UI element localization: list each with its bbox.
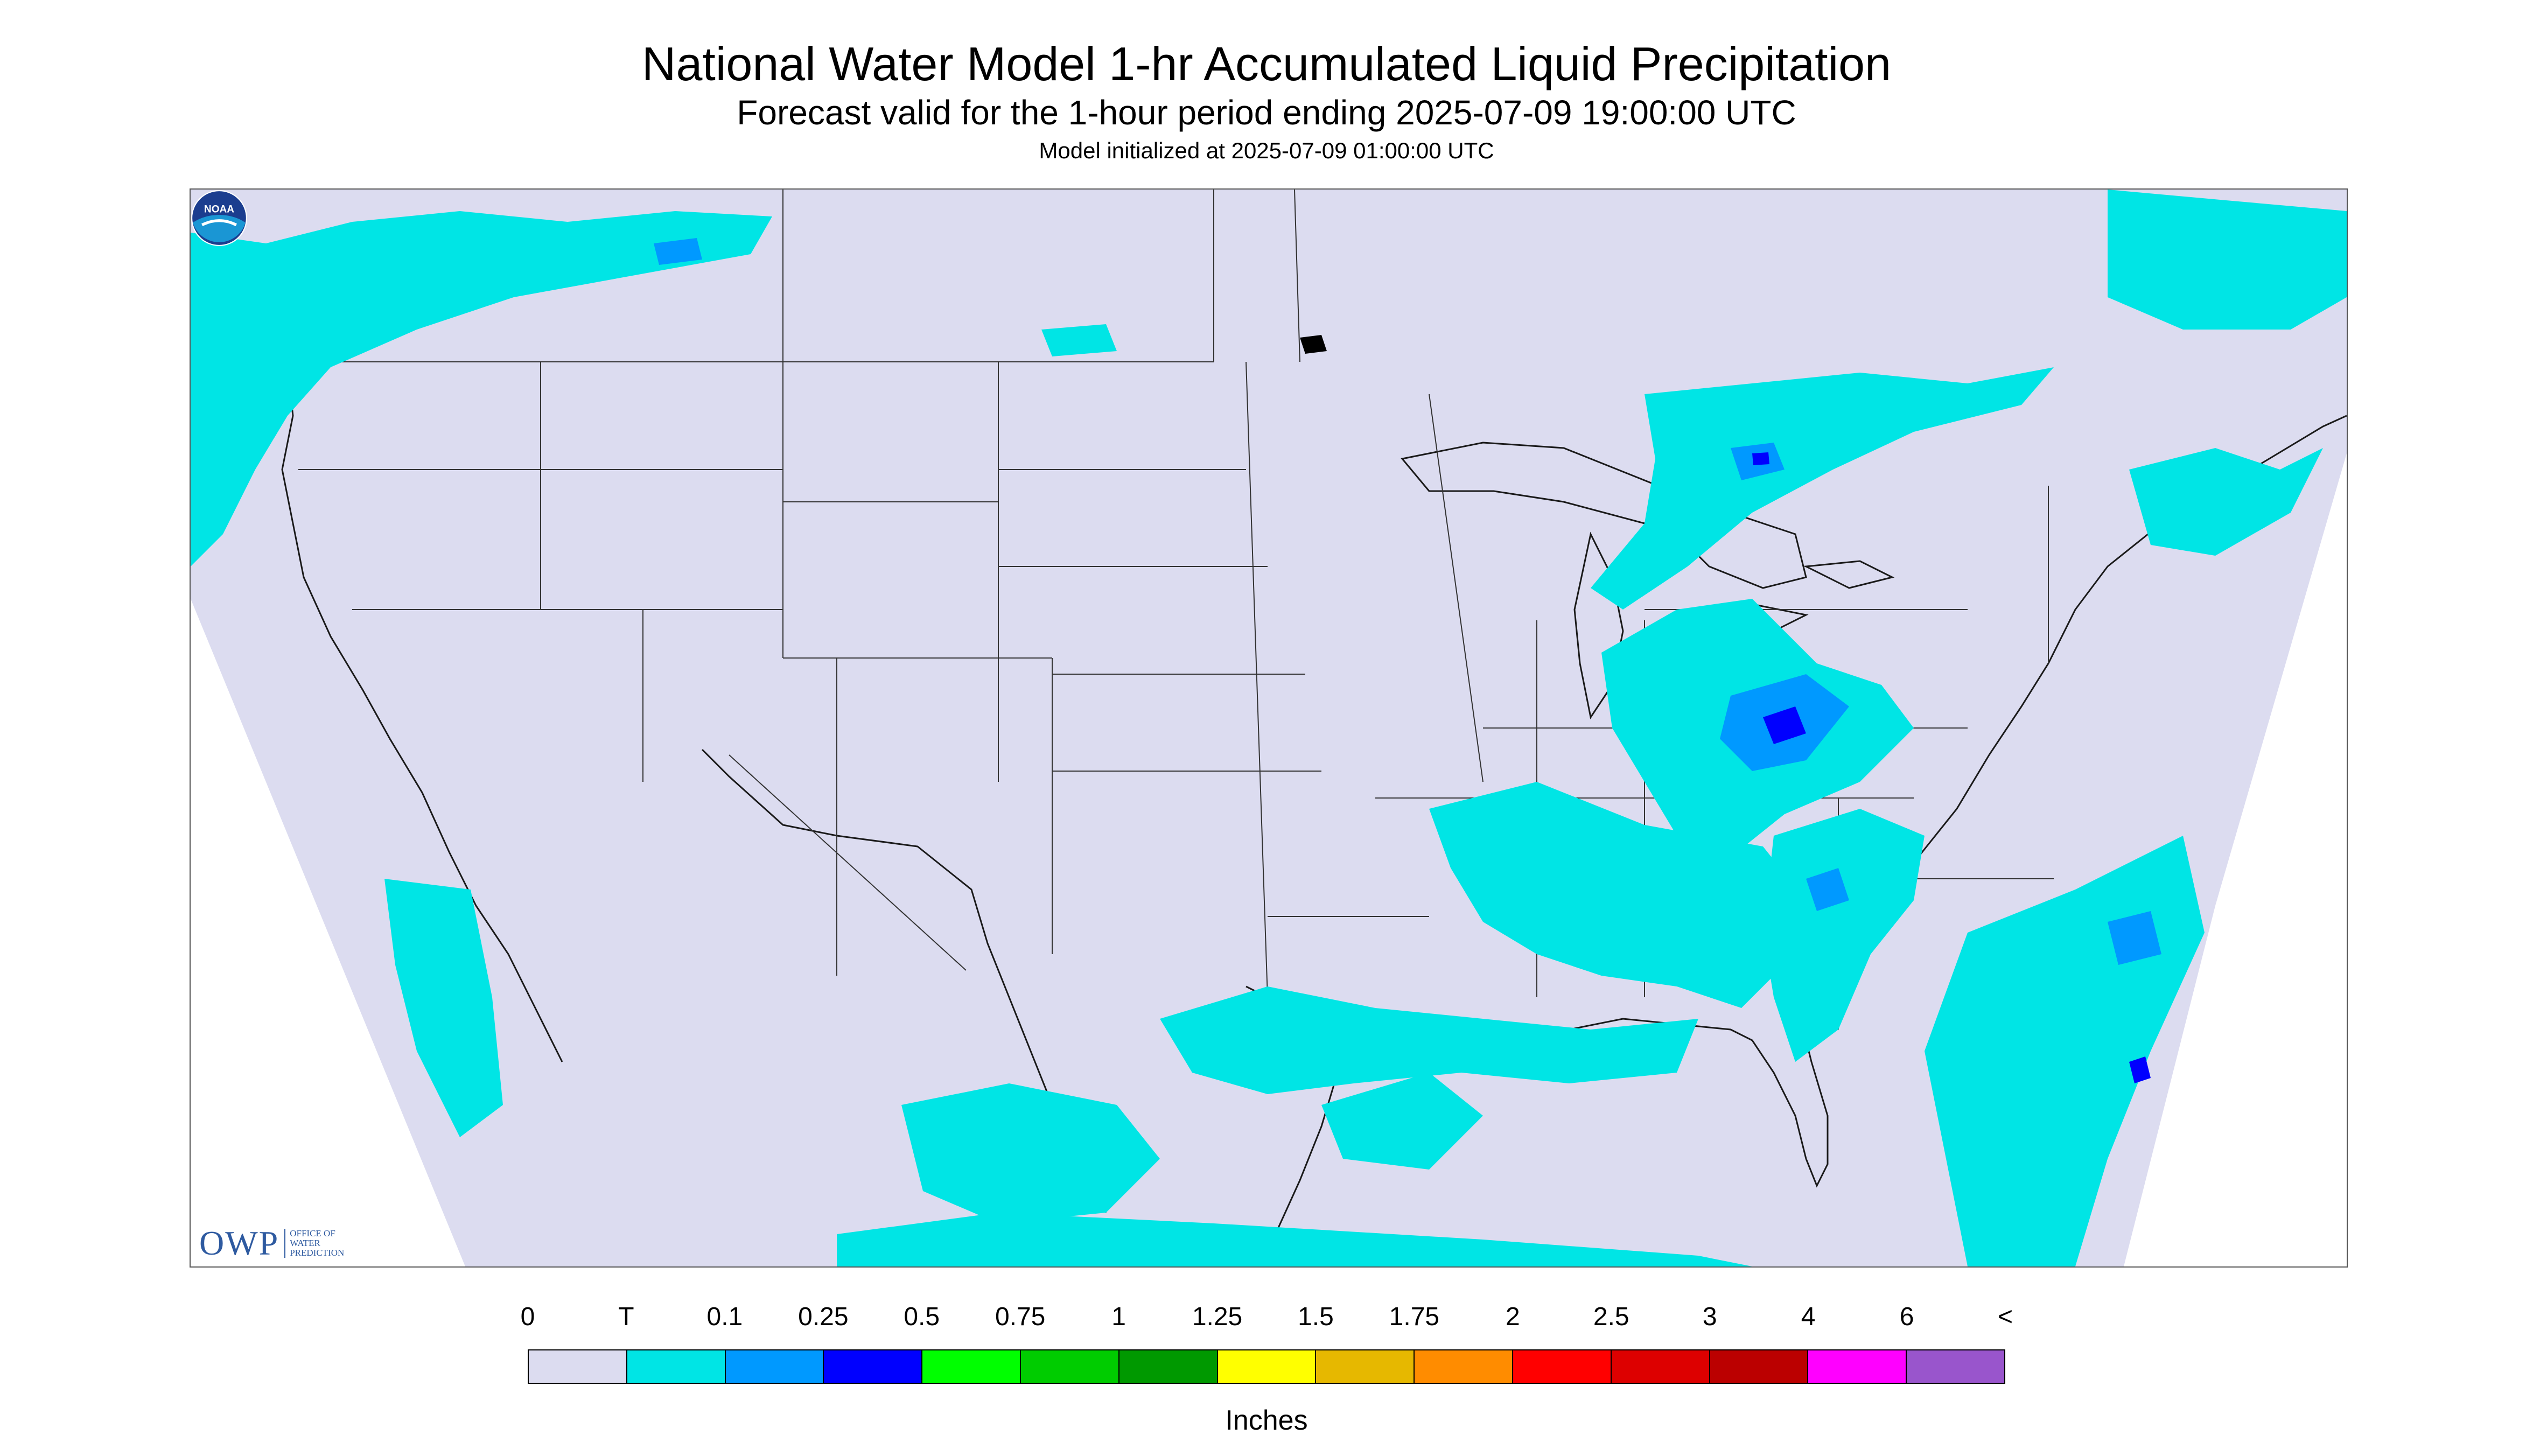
owp-logo: OWP OFFICE OF WATER PREDICTION	[199, 1223, 365, 1263]
precip-area-great-lakes	[1591, 367, 2054, 610]
legend-swatch-9	[1415, 1350, 1513, 1383]
precip-area-eastern-pacific	[384, 879, 503, 1137]
model-init-line: Model initialized at 2025-07-09 01:00:00…	[1039, 138, 1494, 163]
legend-swatch-10	[1513, 1350, 1612, 1383]
legend-swatch-4	[922, 1350, 1021, 1383]
legend-swatch-12	[1710, 1350, 1809, 1383]
precip-area-georgia-core	[1806, 868, 1849, 911]
legend-swatch-1	[627, 1350, 726, 1383]
legend-label-15: <	[1997, 1303, 2013, 1331]
owp-logo-line-3: PREDICTION	[290, 1248, 345, 1258]
legend-label-6: 1	[1111, 1303, 1126, 1331]
legend-swatch-6	[1119, 1350, 1218, 1383]
precip-area-pnw-core	[654, 238, 702, 265]
legend-label-5: 0.75	[995, 1303, 1046, 1331]
legend-label-4: 0.5	[904, 1303, 940, 1331]
precip-area-atlantic-heavy	[2129, 1056, 2151, 1083]
legend-swatch-7	[1217, 1350, 1317, 1383]
precip-area-maine	[2129, 448, 2323, 556]
map-title: National Water Model 1-hr Accumulated Li…	[641, 37, 1892, 90]
precip-area-atlantic-core	[2108, 911, 2161, 965]
precip-0-25-areas	[1752, 452, 2151, 1083]
legend-label-12: 3	[1702, 1303, 1717, 1331]
legend-labels: 0 T 0.1 0.25 0.5 0.75 1 1.25 1.5 1.75 2 2.5 3 4 6 <	[0, 1302, 2533, 1334]
legend-swatch-13	[1808, 1350, 1907, 1383]
lake-of-the-woods	[1300, 335, 1327, 354]
precip-area-northern-mexico	[901, 1083, 1160, 1223]
precip-area-ohio-heavy	[1763, 706, 1806, 744]
precip-area-upper-midwest	[1321, 1073, 1483, 1170]
map-canvas	[191, 190, 2347, 1266]
legend-label-0: 0	[520, 1303, 535, 1331]
legend-label-3: 0.25	[798, 1303, 849, 1331]
owp-logo-mark: OWP	[199, 1224, 279, 1262]
legend-colorbar	[528, 1349, 2005, 1384]
legend-swatch-3	[824, 1350, 923, 1383]
legend-label-14: 6	[1899, 1303, 1914, 1331]
map-subtitle: Forecast valid for the 1-hour period end…	[737, 93, 1796, 132]
precipitation-map: OWP OFFICE OF WATER PREDICTION NOAA	[190, 188, 2348, 1268]
precip-area-southern-band	[837, 1213, 1752, 1266]
legend-label-9: 1.75	[1389, 1303, 1440, 1331]
owp-logo-text: OFFICE OF WATER PREDICTION	[284, 1229, 365, 1258]
legend-label-2: 0.1	[706, 1303, 743, 1331]
precip-area-rockies	[1041, 324, 1117, 356]
owp-logo-line-1: OFFICE OF	[290, 1228, 335, 1238]
owp-logo-line-2: WATER	[290, 1238, 320, 1248]
legend-label-8: 1.5	[1298, 1303, 1334, 1331]
legend-swatch-8	[1316, 1350, 1415, 1383]
noaa-logo: NOAA	[191, 190, 247, 246]
precip-area-southeast	[1429, 782, 1806, 1008]
legend-units: Inches	[1225, 1405, 1308, 1436]
precip-area-georgia-carolinas	[1763, 809, 1925, 1062]
precip-area-gulf-coast	[1160, 986, 1698, 1094]
legend-label-1: T	[618, 1303, 634, 1331]
precip-area-superior-heavy	[1752, 452, 1769, 465]
legend-swatch-5	[1020, 1350, 1119, 1383]
legend-label-10: 2	[1505, 1303, 1520, 1331]
noaa-logo-text: NOAA	[204, 204, 234, 215]
legend-swatch-0	[529, 1350, 627, 1383]
legend-label-7: 1.25	[1192, 1303, 1243, 1331]
precip-area-pacific-nw	[191, 211, 772, 566]
legend-swatch-2	[725, 1350, 824, 1383]
precip-area-northeast	[2108, 190, 2347, 330]
precip-trace-areas	[191, 190, 2347, 1266]
legend-swatch-14	[1907, 1350, 2004, 1383]
legend-swatch-11	[1611, 1350, 1710, 1383]
legend-label-11: 2.5	[1593, 1303, 1629, 1331]
legend-label-13: 4	[1801, 1303, 1816, 1331]
